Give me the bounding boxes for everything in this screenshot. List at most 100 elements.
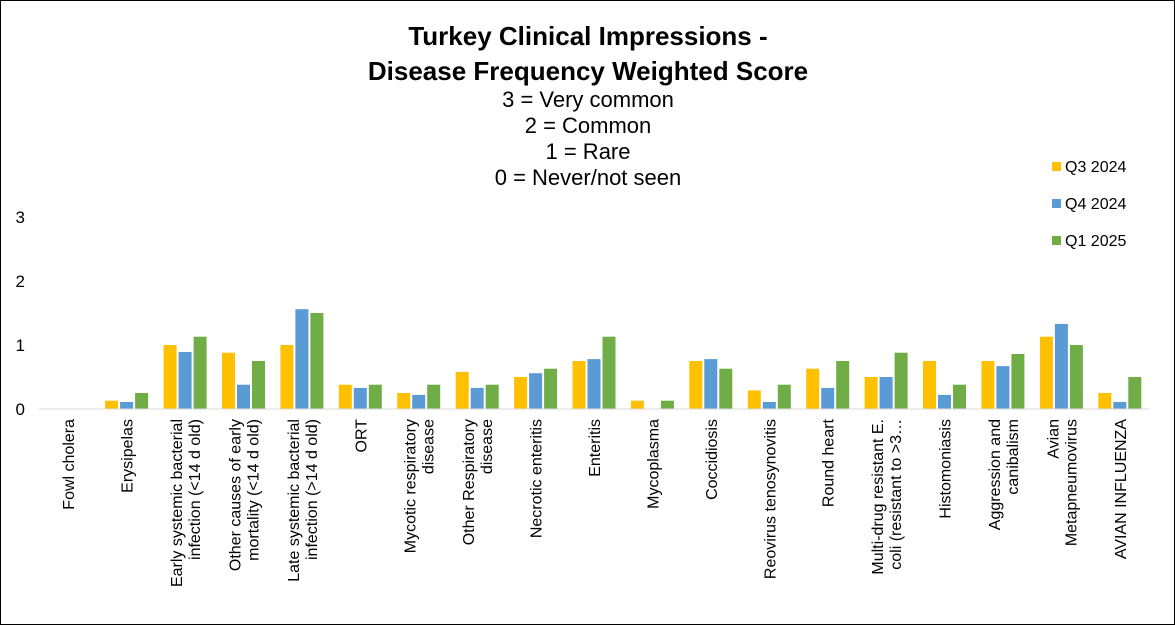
bar-q4-2024 [879, 377, 893, 409]
chart-subtitle-line: 1 = Rare [546, 139, 631, 164]
bar-q1-2025 [836, 361, 850, 409]
bar-q3-2024 [280, 345, 294, 409]
category-label: Mycoplasma [645, 419, 662, 509]
bar-q3-2024 [397, 393, 411, 409]
bar-q4-2024 [237, 384, 250, 409]
chart-subtitle-line: 2 = Common [525, 113, 652, 138]
category-label: Avian [1045, 419, 1062, 459]
bar-q1-2025 [953, 384, 966, 409]
bar-q3-2024 [689, 361, 703, 409]
chart-title-line: Disease Frequency Weighted Score [368, 56, 808, 86]
y-tick-label: 3 [16, 208, 25, 227]
bar-q4-2024 [762, 402, 776, 409]
legend: Q3 2024 Q4 2024 Q1 2025 [1052, 159, 1126, 250]
bar-q4-2024 [529, 373, 543, 409]
y-axis: 0 1 2 3 [16, 208, 25, 419]
bar-q1-2025 [1128, 377, 1142, 409]
x-axis-categories: Fowl cholera Erysipelas Early systemic bac… [61, 418, 1130, 587]
bar-q3-2024 [455, 371, 469, 409]
bar-q1-2025 [660, 400, 674, 409]
bar-q4-2024 [704, 359, 718, 409]
category-label: canibalism [1005, 419, 1022, 495]
bar-q1-2025 [777, 384, 791, 409]
bar-q3-2024 [630, 400, 644, 409]
category-label: Other causes of early [228, 419, 245, 571]
bar-q3-2024 [572, 361, 586, 409]
bar-q3-2024 [864, 377, 878, 409]
plot-area [105, 309, 1142, 409]
category-label: Histomoniasis [938, 419, 955, 519]
category-label: disease [421, 419, 438, 474]
bar-q1-2025 [894, 352, 908, 409]
category-label: Late systemic bacterial [286, 419, 303, 582]
bar-q3-2024 [1039, 336, 1053, 409]
bar-q4-2024 [412, 394, 426, 409]
bar-q4-2024 [587, 359, 601, 409]
bar-q3-2024 [806, 368, 820, 409]
bar-q1-2025 [544, 368, 558, 409]
category-label: Early systemic bacterial [169, 419, 186, 587]
category-label: Erysipelas [120, 419, 137, 493]
bar-q3-2024 [222, 352, 235, 409]
bar-q4-2024 [938, 394, 951, 409]
bar-q1-2025 [719, 368, 733, 409]
y-tick-label: 2 [16, 272, 25, 291]
category-label: infection (<14 d old) [187, 419, 204, 560]
bar-q1-2025 [193, 336, 207, 409]
bar-q3-2024 [923, 361, 936, 409]
category-label: Reovirus tenosynovitis [762, 419, 779, 579]
category-label: coli (resistant to >3… [888, 419, 905, 570]
category-label: AVIAN INFLUENZA [1113, 419, 1130, 560]
bar-q3-2024 [981, 361, 995, 409]
category-label: Mycotic respiratory [403, 419, 420, 553]
category-label: Multi-drug resistant E. [870, 419, 887, 575]
bar-q1-2025 [1069, 345, 1083, 409]
bar-q1-2025 [135, 393, 149, 409]
bar-q3-2024 [514, 377, 528, 409]
chart-title: Turkey Clinical Impressions - Disease Fre… [368, 21, 808, 86]
bar-q3-2024 [163, 345, 177, 409]
bar-q4-2024 [120, 402, 134, 409]
bar-q4-2024 [470, 387, 484, 409]
bar-q4-2024 [295, 309, 309, 409]
chart-subtitle-line: 3 = Very common [502, 87, 674, 112]
bar-q1-2025 [427, 384, 441, 409]
bar-q1-2025 [252, 361, 265, 409]
bar-q4-2024 [1113, 402, 1127, 409]
bar-q3-2024 [338, 384, 352, 409]
bar-q1-2025 [310, 313, 324, 409]
category-label: Enteritis [587, 419, 604, 477]
category-label: Coccidiosis [704, 419, 721, 500]
y-tick-label: 1 [16, 336, 25, 355]
category-label: ORT [353, 419, 370, 453]
legend-swatch [1052, 236, 1061, 245]
bar-q4-2024 [178, 352, 192, 409]
bar-q3-2024 [747, 390, 761, 409]
category-label: Aggression and [987, 419, 1004, 530]
bar-q3-2024 [1098, 393, 1112, 409]
bar-q1-2025 [485, 384, 499, 409]
category-label: Metapneumovirus [1063, 419, 1080, 546]
bar-q1-2025 [1011, 354, 1025, 409]
category-label: infection (>14 d old) [304, 419, 321, 560]
category-label: mortality (<14 d old) [246, 419, 263, 561]
bar-q4-2024 [821, 387, 835, 409]
bar-q4-2024 [353, 387, 367, 409]
chart-title-line: Turkey Clinical Impressions - [408, 21, 767, 51]
legend-label: Q1 2025 [1065, 233, 1126, 250]
bar-q1-2025 [368, 384, 382, 409]
chart-subtitle-line: 0 = Never/not seen [495, 165, 682, 190]
y-tick-label: 0 [16, 400, 25, 419]
bar-q4-2024 [1054, 323, 1068, 409]
bar-q3-2024 [105, 400, 119, 409]
legend-label: Q3 2024 [1065, 159, 1126, 176]
legend-swatch [1052, 162, 1061, 171]
legend-label: Q4 2024 [1065, 196, 1126, 213]
category-label: Fowl cholera [61, 419, 78, 510]
category-label: Necrotic enteritis [529, 419, 546, 538]
legend-swatch [1052, 199, 1061, 208]
category-label: Round heart [821, 418, 838, 507]
